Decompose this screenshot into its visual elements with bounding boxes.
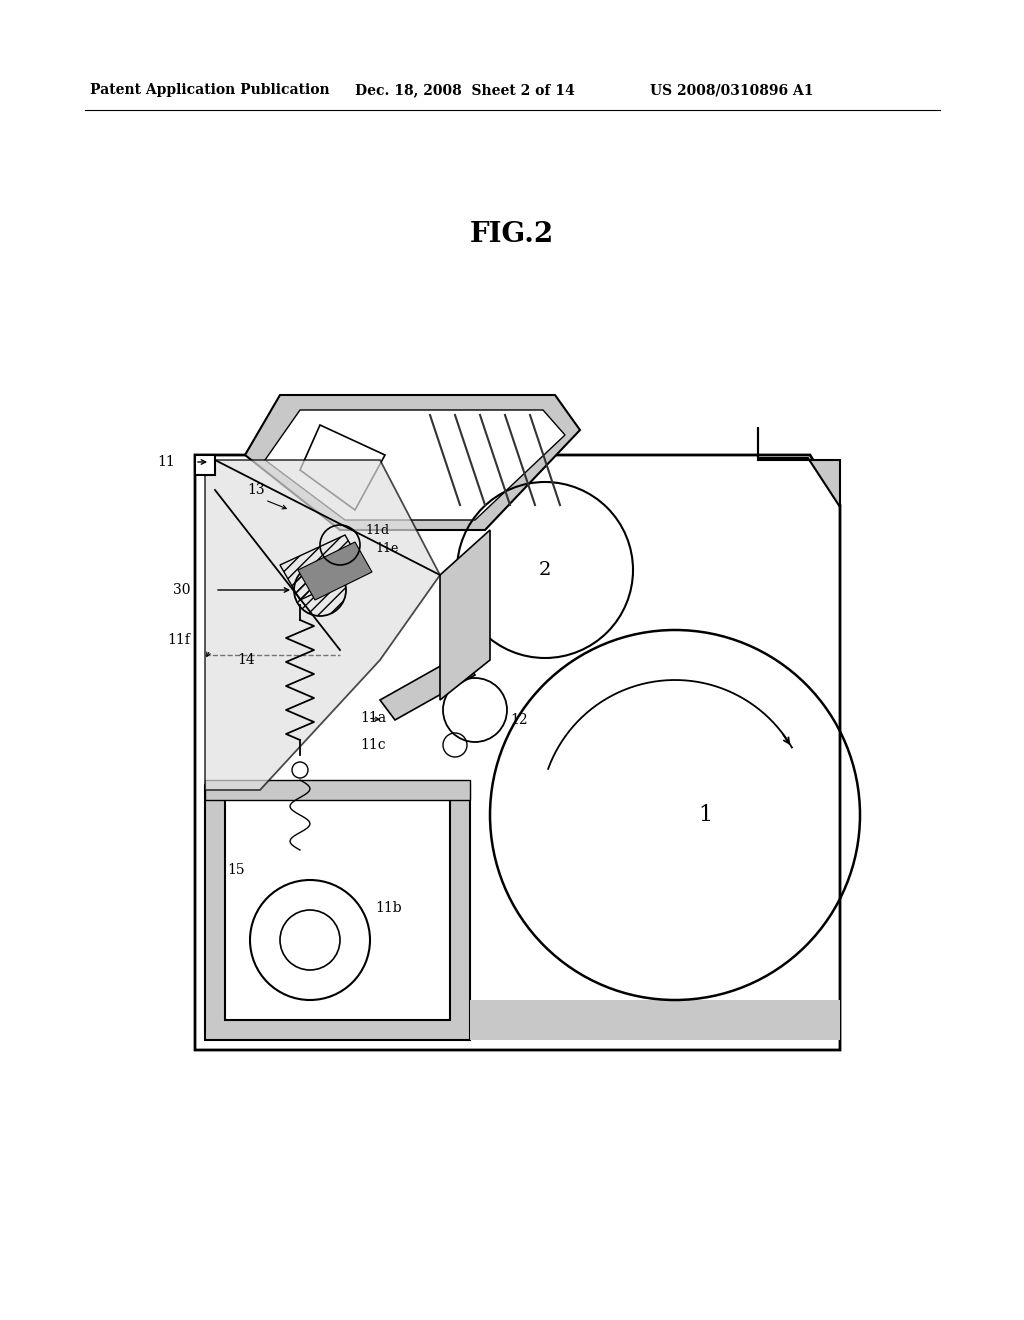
Text: 12: 12 xyxy=(510,713,527,727)
Polygon shape xyxy=(205,459,440,789)
Text: 11c: 11c xyxy=(360,738,386,752)
Text: 13: 13 xyxy=(247,483,264,498)
Polygon shape xyxy=(298,543,372,601)
Text: 11e: 11e xyxy=(375,541,398,554)
Text: FIG.2: FIG.2 xyxy=(470,222,554,248)
Polygon shape xyxy=(758,426,840,507)
Text: 30: 30 xyxy=(172,583,190,597)
Text: US 2008/0310896 A1: US 2008/0310896 A1 xyxy=(650,83,813,96)
Text: 11a: 11a xyxy=(360,711,386,725)
Polygon shape xyxy=(265,411,565,520)
Text: 11f: 11f xyxy=(167,634,190,647)
Text: 11: 11 xyxy=(158,455,175,469)
Text: 11d: 11d xyxy=(365,524,389,536)
Polygon shape xyxy=(195,455,215,475)
Polygon shape xyxy=(380,655,475,719)
Polygon shape xyxy=(440,531,490,700)
Text: 2: 2 xyxy=(539,561,551,579)
Text: 15: 15 xyxy=(227,863,245,876)
Text: Patent Application Publication: Patent Application Publication xyxy=(90,83,330,96)
Polygon shape xyxy=(300,425,385,510)
Text: 11b: 11b xyxy=(375,902,401,915)
Circle shape xyxy=(292,762,308,777)
Text: Dec. 18, 2008  Sheet 2 of 14: Dec. 18, 2008 Sheet 2 of 14 xyxy=(355,83,574,96)
Polygon shape xyxy=(470,1001,840,1040)
Polygon shape xyxy=(205,780,470,800)
Text: 14: 14 xyxy=(238,653,255,667)
Text: 1: 1 xyxy=(698,804,712,826)
Polygon shape xyxy=(245,395,580,531)
Polygon shape xyxy=(205,785,470,1040)
